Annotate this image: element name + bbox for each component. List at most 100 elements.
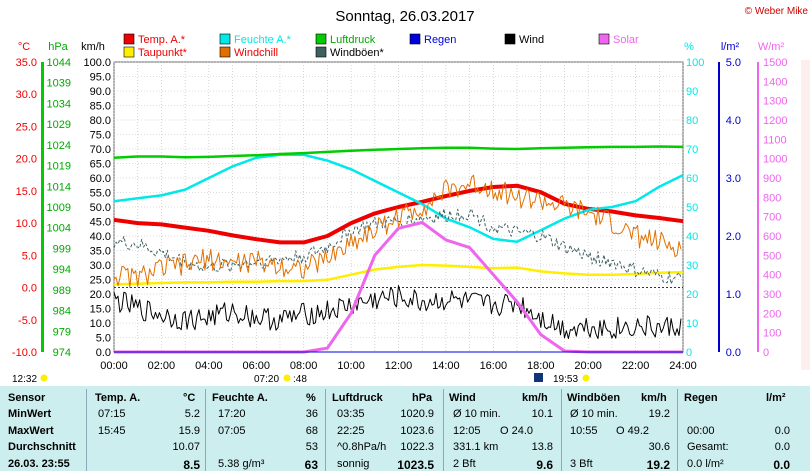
legend-swatch [123,46,135,58]
stats-cell-gust-t: 10:55 [570,424,598,437]
stats-cell-wind-t: 331.1 km [453,441,499,453]
time-tick-label: 02:00 [148,360,176,372]
series-line [113,263,684,286]
moon-icon [534,373,543,382]
kmh-tick-label: 55.0 [90,188,111,200]
time-tick-label: 20:00 [574,360,602,372]
kmh-tick-label: 30.0 [90,260,111,272]
solar-tick-label: 200 [763,308,781,320]
hpa-tick-label: 1019 [47,161,71,173]
sun-icon [582,374,590,382]
kmh-tick-label: 5.0 [96,333,111,345]
pct-tick-label: 10 [686,318,698,330]
temp-tick-label: 0.0 [22,283,37,295]
axis-unit-kmh: km/h [81,41,105,53]
legend-swatch [315,46,327,58]
solar-axis-bar [757,62,759,352]
rain-tick-label: 1.0 [726,289,741,301]
stats-cell-press-t: ^0.8hPa/h [337,441,387,453]
solar-tick-label: 1400 [763,76,787,88]
pct-tick-label: 0 [686,347,692,359]
stats-cell-rain-t: 00:00 [687,424,715,437]
stats-cell-temp-v: 10.07 [172,441,200,453]
stats-cell-temp-v: 15.9 [178,424,200,437]
legend-label: Windböen* [330,47,385,59]
time-tick-label: 24:00 [669,360,697,372]
pct-tick-label: 40 [686,231,698,243]
rain-axis-bar [718,62,720,352]
hpa-tick-label: 974 [53,347,71,359]
pct-tick-label: 50 [686,202,698,214]
stats-cell-wind-v: 10.1 [531,408,553,420]
pct-tick-label: 70 [686,144,698,156]
stats-header-temp: Temp. A. [95,392,141,404]
axis-unit-hpa: hPa [48,41,68,53]
stats-cell-gust-v: 19.2 [646,457,670,472]
legend-swatch [123,33,135,45]
stats-panel: Sensor Temp. A. °C Feuchte A. % Luftdruc… [0,386,810,472]
stats-cell-hum-t: 17:20 [218,408,246,420]
stats-cell-label: Durchschnitt [8,441,76,453]
legend-swatch [219,33,231,45]
stats-cell-wind-t: Ø 10 min. [453,408,501,420]
stats-cell-temp-t: 15:45 [98,424,126,437]
kmh-tick-label: 70.0 [90,144,111,156]
stats-cell-press-t: 22:25 [337,424,365,437]
stats-cell-rain-t: 0.0 l/m² [687,457,724,470]
stats-cell-hum-t: 07:05 [218,424,246,437]
stats-cell-gust-d: O 49.2 [616,424,650,437]
temp-tick-label: 15.0 [16,186,37,198]
stats-cell-gust-t: 3 Bft [570,457,593,470]
hpa-tick-label: 1029 [47,119,71,131]
kmh-tick-label: 95.0 [90,72,111,84]
kmh-tick-label: 50.0 [90,202,111,214]
legend-swatch [504,33,516,45]
temp-tick-label: 30.0 [16,89,37,101]
stats-header-press: Luftdruck [332,392,383,404]
hpa-tick-label: 1044 [47,57,71,69]
temp-tick-label: -5.0 [18,315,37,327]
kmh-tick-label: 65.0 [90,159,111,171]
weather-chart: Sonntag, 26.03.2017 © Weber Mike Temp. A.*… [12,6,810,385]
kmh-tick-label: 90.0 [90,86,111,98]
rain-tick-label: 4.0 [726,115,741,127]
pct-tick-label: 100 [686,57,704,69]
kmh-tick-label: 35.0 [90,246,111,258]
rain-tick-label: 0.0 [726,347,741,359]
time-tick-label: 14:00 [432,360,460,372]
temp-tick-label: 35.0 [16,57,37,69]
sunrise-time: 07:20 [254,374,279,385]
solar-tick-label: 900 [763,173,781,185]
axis-unit-temp: °C [18,41,30,53]
stats-cell-press-v: 1022.3 [400,441,434,453]
hpa-tick-label: 1004 [47,223,71,235]
stats-cell-temp-v: 5.2 [184,408,200,420]
kmh-tick-label: 0.0 [96,347,111,359]
hpa-tick-label: 979 [53,326,71,338]
time-tick-label: 10:00 [337,360,365,372]
stats-cell-press-v: 1020.9 [400,408,434,420]
right-edge-strip [801,60,810,370]
kmh-tick-label: 45.0 [90,217,111,229]
stats-cell-gust-t: Ø 10 min. [570,408,618,420]
solar-tick-label: 1300 [763,96,787,108]
hpa-tick-label: 999 [53,243,71,255]
legend-swatch [315,33,327,45]
stats-header-temp-unit: °C [183,392,196,404]
stats-cell-hum-v: 36 [305,408,318,420]
kmh-tick-label: 15.0 [90,304,111,316]
kmh-tick-label: 60.0 [90,173,111,185]
stats-header-rain-unit: l/m² [766,392,786,404]
stats-header-wind: Wind [449,392,476,404]
stats-header-sensor: Sensor [8,392,46,404]
stats-header-rain: Regen [684,392,718,404]
stats-cell-press-t: sonnig [337,457,370,470]
stats-cell-gust-v: 30.6 [648,441,670,453]
stats-cell-gust-v: 19.2 [648,408,670,420]
legend-label: Taupunkt* [138,47,188,59]
kmh-tick-label: 85.0 [90,101,111,113]
hpa-tick-label: 1009 [47,202,71,214]
stats-cell-press-v: 1023.5 [397,457,434,472]
solar-tick-label: 800 [763,192,781,204]
sun-left-time: 12:32 [12,374,37,385]
